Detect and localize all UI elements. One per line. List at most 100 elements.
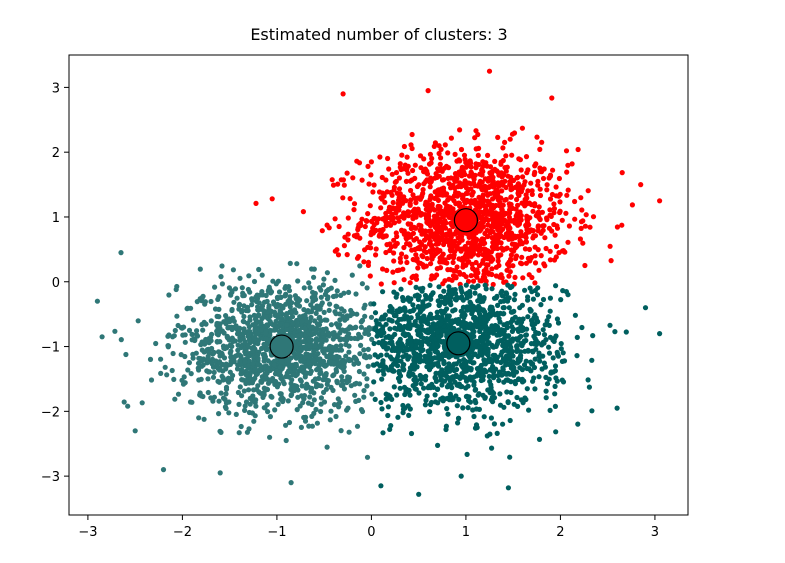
data-point [485, 233, 491, 240]
data-points [94, 68, 663, 497]
data-point [529, 191, 535, 197]
data-point [175, 391, 182, 397]
data-point [440, 251, 446, 257]
data-point [189, 399, 195, 405]
plot-area-frame [68, 54, 689, 516]
data-point [468, 366, 474, 372]
data-point [582, 262, 588, 269]
data-point [233, 411, 239, 417]
data-point [454, 403, 460, 409]
data-point [550, 167, 556, 173]
data-point [393, 170, 400, 176]
data-point [607, 243, 613, 249]
data-point [446, 354, 452, 360]
data-point [543, 395, 549, 401]
data-point [522, 179, 528, 185]
data-point [352, 392, 358, 398]
data-point [453, 297, 459, 303]
data-point [385, 345, 391, 351]
data-point [519, 302, 526, 308]
data-point [490, 281, 496, 288]
data-point [457, 203, 463, 209]
data-point [331, 402, 338, 408]
data-point [378, 399, 384, 406]
data-point [572, 198, 578, 205]
data-point [275, 401, 281, 407]
data-point [530, 208, 536, 214]
data-point [518, 217, 524, 223]
data-point [489, 266, 495, 272]
data-point [370, 189, 376, 195]
data-point [515, 326, 521, 332]
data-point [473, 246, 479, 252]
data-point [552, 403, 559, 409]
data-point [499, 245, 505, 251]
data-point [394, 205, 400, 211]
data-point [413, 338, 419, 344]
data-point [285, 398, 291, 404]
data-point [263, 314, 269, 320]
data-point [553, 184, 559, 190]
data-point [255, 304, 261, 310]
data-point [215, 330, 221, 336]
data-point [532, 169, 538, 175]
data-point [541, 360, 548, 366]
data-point [528, 317, 535, 324]
data-point [295, 351, 301, 357]
data-point [556, 175, 563, 182]
data-point [382, 199, 388, 205]
data-point [436, 302, 442, 308]
data-point [435, 386, 441, 392]
data-point [362, 313, 368, 319]
data-point [511, 365, 517, 371]
data-point [421, 248, 427, 254]
data-point [287, 316, 293, 322]
data-point [371, 379, 377, 385]
data-point [490, 229, 496, 235]
data-point [298, 424, 304, 430]
data-point [501, 172, 507, 178]
data-point [402, 306, 408, 312]
data-point [313, 328, 319, 334]
data-point [444, 306, 450, 312]
data-point [254, 331, 260, 337]
data-point [261, 308, 267, 314]
data-point [401, 210, 407, 216]
data-point [475, 283, 481, 289]
data-point [482, 253, 488, 260]
data-point [346, 429, 352, 435]
data-point [252, 327, 258, 333]
data-point [450, 374, 456, 380]
data-point [421, 156, 427, 162]
data-point [558, 346, 564, 352]
data-point [292, 367, 298, 373]
data-point [563, 148, 570, 154]
outlier-point [132, 428, 138, 434]
data-point [579, 324, 585, 331]
data-point [240, 318, 246, 324]
centroid-marker [446, 331, 471, 356]
data-point [311, 397, 317, 403]
data-point [512, 314, 518, 320]
data-point [329, 349, 335, 355]
data-point [508, 256, 514, 262]
data-point [496, 377, 502, 384]
data-point [428, 292, 434, 298]
data-point [293, 363, 299, 369]
data-point [463, 262, 469, 268]
data-point [413, 284, 419, 290]
data-point [365, 363, 371, 369]
data-point [278, 396, 284, 402]
data-point [296, 368, 302, 374]
data-point [247, 395, 253, 401]
data-point [540, 296, 547, 303]
data-point [614, 224, 621, 230]
data-point [451, 193, 458, 199]
data-point [500, 157, 506, 164]
data-point [313, 406, 319, 413]
data-point [401, 244, 407, 251]
data-point [328, 322, 334, 328]
data-point [269, 394, 275, 400]
data-point [520, 174, 526, 180]
data-point [427, 223, 433, 229]
